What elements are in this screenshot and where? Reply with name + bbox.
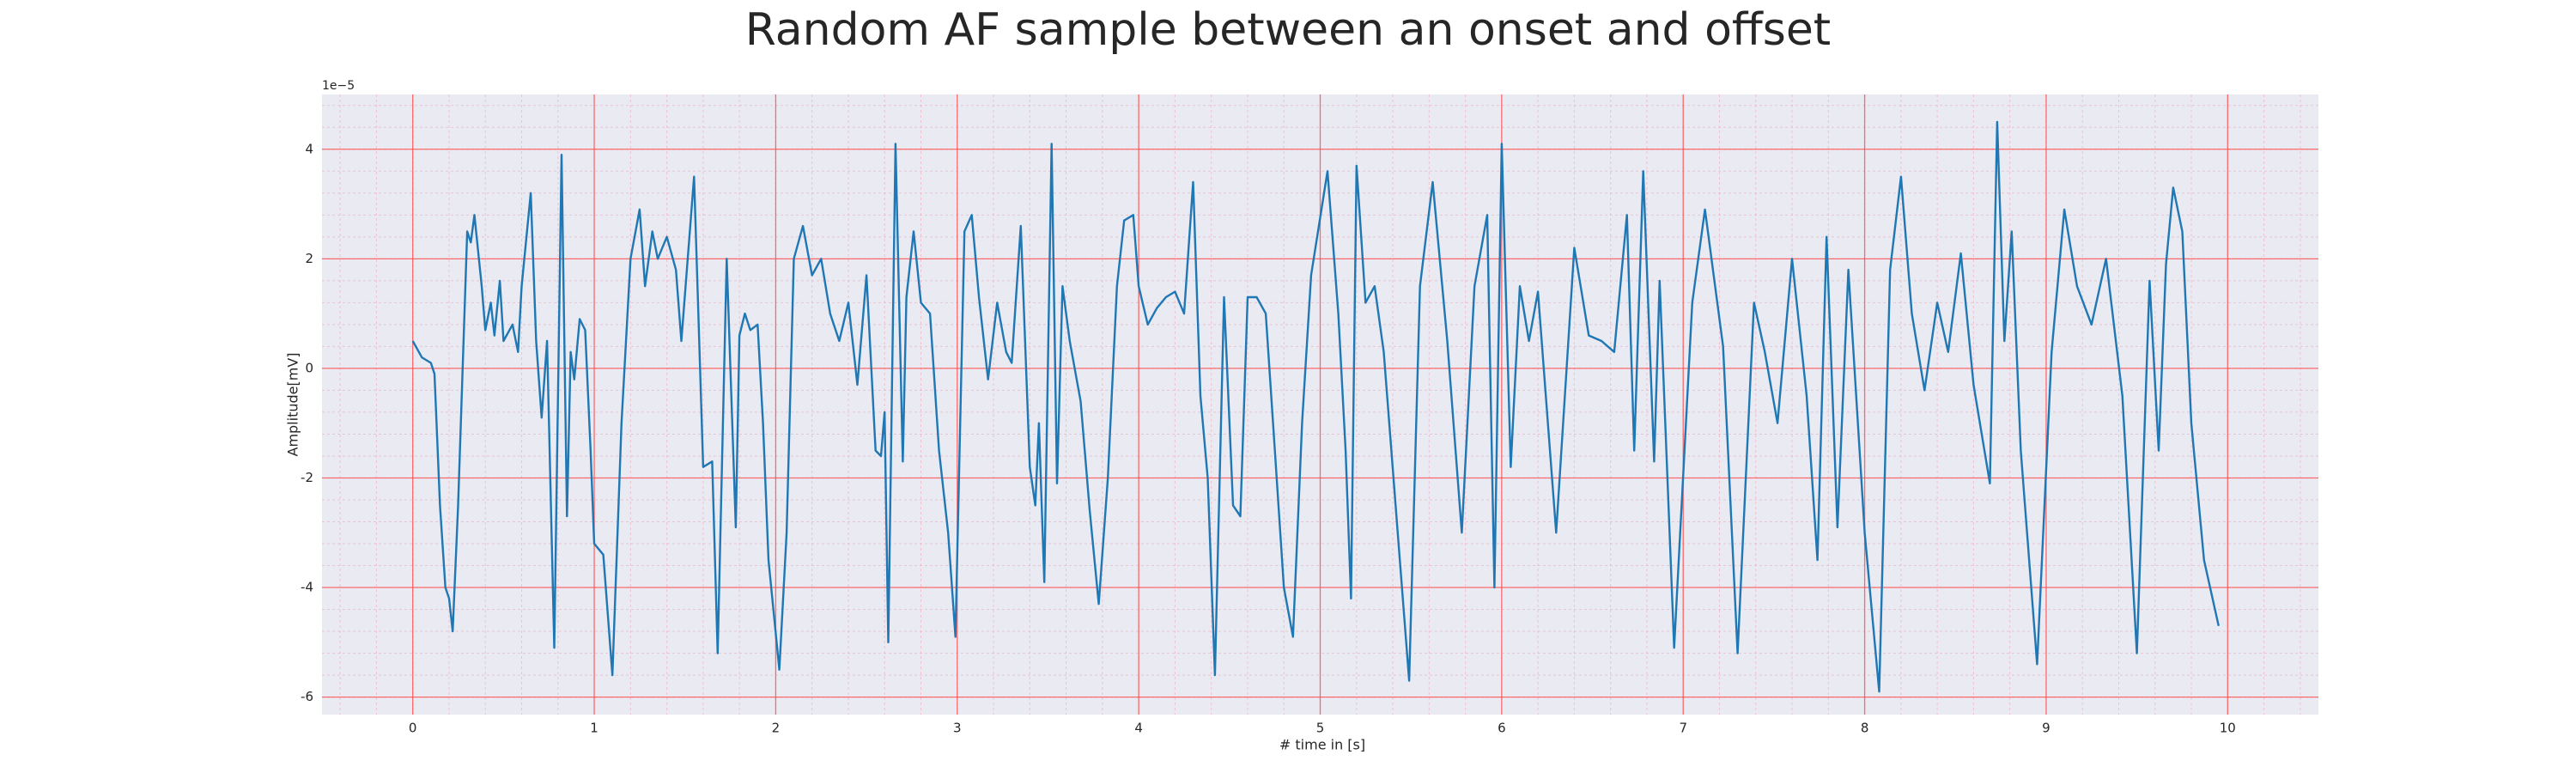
marks — [411, 120, 2220, 693]
y-tick-label: -2 — [301, 470, 313, 485]
y-tick-label: 0 — [305, 360, 313, 375]
x-tick-label: 7 — [1679, 721, 1687, 736]
x-tick-label: 3 — [953, 721, 962, 736]
x-tick-label: 10 — [2220, 721, 2236, 736]
grid — [322, 94, 2318, 715]
chart-title: Random AF sample between an onset and of… — [745, 4, 1831, 56]
y-tick-label: 2 — [305, 251, 313, 266]
x-tick-label: 6 — [1498, 721, 1506, 736]
x-tick-label: 2 — [772, 721, 781, 736]
y-tick-label: -6 — [301, 689, 313, 704]
x-tick-label: 9 — [2042, 721, 2050, 736]
x-tick-label: 8 — [1861, 721, 1869, 736]
x-tick-label: 5 — [1316, 721, 1325, 736]
x-tick-label: 4 — [1134, 721, 1143, 736]
y-tick-label: 4 — [305, 141, 313, 156]
y-offset-label: 1e−5 — [322, 79, 355, 93]
x-axis-label: # time in [s] — [1279, 737, 1365, 753]
y-tick-label: -4 — [301, 580, 313, 595]
y-axis-label: Amplitude[mV] — [285, 352, 301, 456]
x-tick-label: 0 — [409, 721, 417, 736]
x-tick-label: 1 — [590, 721, 598, 736]
data-line — [411, 120, 2220, 693]
